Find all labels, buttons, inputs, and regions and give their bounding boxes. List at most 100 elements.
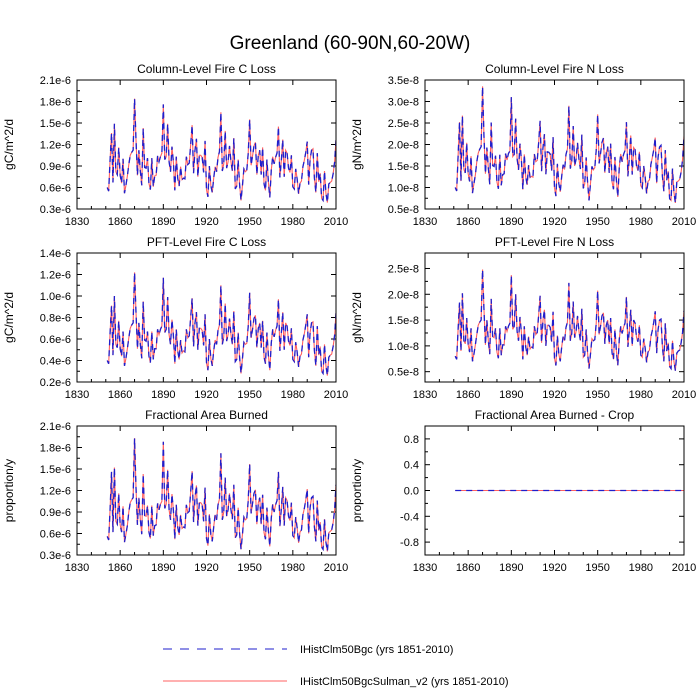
y-tick-label: 1.0e-8 bbox=[388, 183, 419, 195]
x-tick-label: 1860 bbox=[456, 389, 480, 401]
y-tick-label: 0.9e-6 bbox=[40, 161, 71, 173]
y-tick-label: 0.2e-6 bbox=[40, 377, 71, 389]
panel-3: PFT-Level Fire N Loss gN/m^2/d 0.5e-8 1.0e-… bbox=[350, 235, 696, 401]
y-tick-label: -0.4 bbox=[400, 511, 419, 523]
x-tick-label: 1920 bbox=[542, 389, 566, 401]
y-tick-label: 1.5e-6 bbox=[40, 118, 71, 130]
y-tick-label: 1.8e-6 bbox=[40, 443, 71, 455]
legend: IHistClm50Bgc (yrs 1851-2010) IHistClm50… bbox=[163, 644, 508, 688]
panel-1: Column-Level Fire N Loss gN/m^2/d 0.5e-8 1.… bbox=[350, 62, 696, 228]
x-tick-label: 2010 bbox=[672, 389, 696, 401]
x-tick-label: 1860 bbox=[456, 562, 480, 574]
panel-title: PFT-Level Fire C Loss bbox=[147, 235, 266, 249]
x-tick-label: 1920 bbox=[194, 389, 218, 401]
y-tick-label: 3.5e-8 bbox=[388, 75, 419, 87]
y-tick-label: 3.0e-8 bbox=[388, 97, 419, 109]
series-line-bgc bbox=[106, 438, 336, 552]
panel-frame bbox=[424, 425, 685, 556]
x-tick-label: 1890 bbox=[151, 562, 175, 574]
x-tick-label: 1950 bbox=[585, 562, 609, 574]
y-tick-label: 0.0 bbox=[404, 486, 419, 498]
x-tick-label: 2010 bbox=[324, 389, 348, 401]
y-axis-label: gC/m^2/d bbox=[2, 119, 16, 170]
y-tick-label: 2.5e-8 bbox=[388, 118, 419, 130]
panel-frame bbox=[76, 252, 337, 383]
y-tick-label: 0.3e-6 bbox=[40, 204, 71, 216]
x-tick-label: 1890 bbox=[151, 216, 175, 228]
figure-title: Greenland (60-90N,60-20W) bbox=[230, 33, 471, 54]
x-tick-label: 2010 bbox=[672, 562, 696, 574]
panel-frame bbox=[424, 252, 685, 383]
panel-2: PFT-Level Fire C Loss gC/m^2/d 0.2e-6 0.4e-… bbox=[2, 235, 348, 401]
y-tick-label: 1.8e-6 bbox=[40, 97, 71, 109]
series-line-bgc bbox=[454, 86, 684, 204]
y-tick-label: 0.6e-6 bbox=[40, 529, 71, 541]
x-tick-label: 1920 bbox=[542, 216, 566, 228]
y-tick-label: 1.0e-6 bbox=[40, 291, 71, 303]
y-tick-label: 0.4 bbox=[404, 460, 419, 472]
x-tick-label: 1890 bbox=[499, 389, 523, 401]
y-tick-label: 2.1e-6 bbox=[40, 421, 71, 433]
x-tick-label: 1950 bbox=[237, 389, 261, 401]
y-axis-label: gN/m^2/d bbox=[350, 119, 364, 170]
y-tick-label: 0.5e-8 bbox=[388, 367, 419, 379]
x-tick-label: 1980 bbox=[281, 216, 305, 228]
x-tick-label: 1980 bbox=[281, 389, 305, 401]
panel-frame bbox=[424, 79, 685, 210]
x-tick-label: 1860 bbox=[456, 216, 480, 228]
x-tick-label: 2010 bbox=[324, 562, 348, 574]
x-tick-label: 1950 bbox=[585, 216, 609, 228]
panel-frame bbox=[76, 79, 337, 210]
legend-label-sulman: IHistClm50BgcSulman_v2 (yrs 1851-2010) bbox=[300, 676, 508, 688]
x-tick-label: 1830 bbox=[413, 216, 437, 228]
x-tick-label: 1860 bbox=[108, 562, 132, 574]
y-tick-label: 1.5e-8 bbox=[388, 315, 419, 327]
panel-title: PFT-Level Fire N Loss bbox=[495, 235, 614, 249]
x-tick-label: 1920 bbox=[542, 562, 566, 574]
x-tick-label: 1830 bbox=[65, 389, 89, 401]
x-tick-label: 1950 bbox=[585, 389, 609, 401]
x-tick-label: 1860 bbox=[108, 216, 132, 228]
y-tick-label: 0.9e-6 bbox=[40, 507, 71, 519]
y-axis-label: gN/m^2/d bbox=[350, 292, 364, 343]
y-tick-label: 0.8 bbox=[404, 434, 419, 446]
panels-group: Column-Level Fire C Loss gC/m^2/d 0.3e-6 0.… bbox=[2, 62, 696, 574]
series-line-sulman bbox=[454, 269, 684, 371]
y-tick-label: 1.2e-6 bbox=[40, 270, 71, 282]
x-tick-label: 1830 bbox=[65, 216, 89, 228]
y-tick-label: -0.8 bbox=[400, 537, 419, 549]
y-tick-label: 2.5e-8 bbox=[388, 263, 419, 275]
series-line-bgc bbox=[106, 98, 336, 203]
x-tick-label: 1980 bbox=[629, 389, 653, 401]
legend-label-bgc: IHistClm50Bgc (yrs 1851-2010) bbox=[300, 644, 453, 656]
x-tick-label: 1980 bbox=[629, 216, 653, 228]
y-tick-label: 2.0e-8 bbox=[388, 140, 419, 152]
panel-0: Column-Level Fire C Loss gC/m^2/d 0.3e-6 0.… bbox=[2, 62, 348, 228]
panel-title: Column-Level Fire N Loss bbox=[485, 62, 624, 76]
y-axis-label: gC/m^2/d bbox=[2, 292, 16, 343]
panel-frame bbox=[76, 425, 337, 556]
x-tick-label: 1890 bbox=[151, 389, 175, 401]
x-tick-label: 2010 bbox=[672, 216, 696, 228]
y-tick-label: 0.6e-6 bbox=[40, 183, 71, 195]
y-tick-label: 1.5e-8 bbox=[388, 161, 419, 173]
y-axis-label: proportion/y bbox=[2, 459, 16, 522]
y-tick-label: 0.8e-6 bbox=[40, 313, 71, 325]
panel-5: Fractional Area Burned - Crop proportion/… bbox=[350, 408, 696, 574]
x-tick-label: 1950 bbox=[237, 216, 261, 228]
x-tick-label: 2010 bbox=[324, 216, 348, 228]
y-tick-label: 0.6e-6 bbox=[40, 334, 71, 346]
y-tick-label: 1.2e-6 bbox=[40, 486, 71, 498]
y-tick-label: 1.4e-6 bbox=[40, 248, 71, 260]
y-tick-label: 2.0e-8 bbox=[388, 289, 419, 301]
y-tick-label: 0.4e-6 bbox=[40, 356, 71, 368]
y-tick-label: 1.5e-6 bbox=[40, 464, 71, 476]
x-tick-label: 1890 bbox=[499, 562, 523, 574]
x-tick-label: 1830 bbox=[65, 562, 89, 574]
y-tick-label: 1.2e-6 bbox=[40, 140, 71, 152]
panel-title: Column-Level Fire C Loss bbox=[137, 62, 276, 76]
y-axis-label: proportion/y bbox=[350, 459, 364, 522]
x-tick-label: 1950 bbox=[237, 562, 261, 574]
x-tick-label: 1980 bbox=[629, 562, 653, 574]
